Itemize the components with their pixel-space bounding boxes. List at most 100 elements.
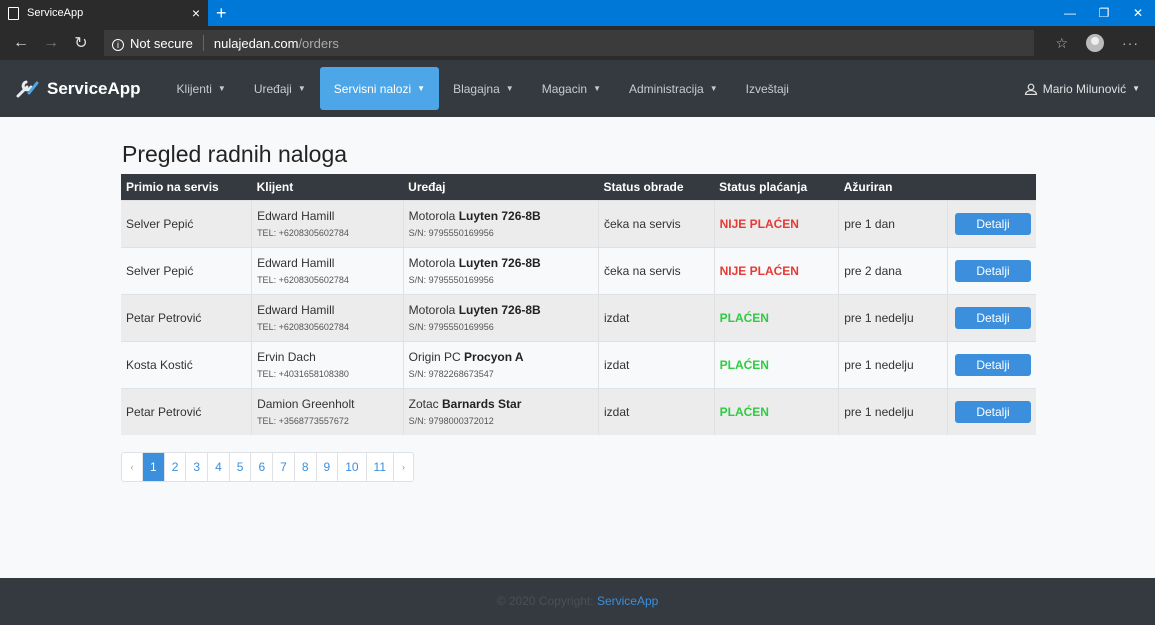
page-button-8[interactable]: 8 bbox=[293, 453, 316, 481]
client-name: Damion Greenholt bbox=[257, 397, 355, 412]
address-bar: ← → ↻ i Not secure nulajedan.com/orders ☆… bbox=[0, 26, 1155, 60]
device-serial: S/N: 9782268673547 bbox=[408, 369, 494, 379]
payment-cell: PLAĆEN bbox=[713, 340, 839, 388]
updated-cell: pre 1 dan bbox=[838, 199, 948, 247]
client-tel: TEL: +4031658108380 bbox=[257, 369, 349, 379]
close-tab-icon[interactable]: × bbox=[191, 5, 200, 21]
client-tel: TEL: +3568773557672 bbox=[257, 416, 349, 427]
favorite-star-icon[interactable]: ☆ bbox=[1055, 34, 1068, 51]
client-tel: TEL: +6208305602784 bbox=[257, 228, 349, 238]
table-row: Selver Pepić Edward Hamill TEL: +62083056… bbox=[121, 199, 1036, 247]
table-row: Petar Petrović Edward Hamill TEL: +620830… bbox=[121, 293, 1036, 341]
page-next-button[interactable]: › bbox=[393, 453, 413, 481]
user-icon bbox=[1024, 83, 1037, 95]
received-by-cell: Selver Pepić bbox=[121, 199, 252, 247]
status-cell: čeka na servis bbox=[597, 246, 715, 294]
page-button-3[interactable]: 3 bbox=[185, 453, 207, 481]
copyright-text: © 2020 Copyright: bbox=[496, 594, 594, 608]
table-header-row: Primio na servis Klijent Uređaj Status o… bbox=[121, 174, 1036, 200]
brand-name: ServiceApp bbox=[47, 78, 141, 98]
updated-cell: pre 1 nedelju bbox=[838, 293, 948, 341]
user-name: Mario Milunović bbox=[1042, 81, 1127, 96]
close-window-button[interactable]: ✕ bbox=[1132, 6, 1144, 20]
details-button[interactable]: Detalji bbox=[955, 353, 1031, 376]
device-serial: S/N: 9795550169956 bbox=[408, 275, 494, 285]
client-tel: TEL: +6208305602784 bbox=[257, 275, 349, 285]
client-name: Ervin Dach bbox=[257, 350, 316, 364]
caret-down-icon: ▼ bbox=[297, 84, 306, 93]
client-tel: TEL: +6208305602784 bbox=[257, 322, 349, 332]
device-cell: Motorola Luyten 726-8B S/N: 9795550169956 bbox=[402, 246, 599, 294]
action-cell: Detalji bbox=[947, 246, 1036, 294]
back-icon[interactable]: ← bbox=[13, 34, 29, 51]
payment-status-badge: PLAĆEN bbox=[719, 310, 769, 325]
browser-actions: ☆ ··· bbox=[1055, 34, 1149, 52]
device-cell: Zotac Barnards Star S/N: 9798000372012 bbox=[402, 387, 599, 435]
url-path: /orders bbox=[298, 35, 339, 51]
device-model: Luyten 726-8B bbox=[458, 209, 541, 223]
page-button-6[interactable]: 6 bbox=[250, 453, 272, 481]
nav-izvestaji[interactable]: Izveštaji bbox=[732, 67, 803, 110]
nav-label: Servisni nalozi bbox=[333, 81, 412, 96]
browser-tab[interactable]: ServiceApp × bbox=[0, 0, 208, 26]
device-cell: Motorola Luyten 726-8B S/N: 9795550169956 bbox=[402, 293, 599, 341]
nav-uredjaji[interactable]: Uređaji ▼ bbox=[240, 67, 320, 110]
device-serial: S/N: 9795550169956 bbox=[408, 228, 494, 238]
page-button-11[interactable]: 11 bbox=[365, 453, 393, 481]
new-tab-button[interactable]: + bbox=[216, 2, 227, 23]
page-button-9[interactable]: 9 bbox=[315, 453, 338, 481]
received-by-cell: Petar Petrović bbox=[121, 293, 252, 341]
security-label: Not secure bbox=[130, 35, 193, 51]
col-header: Primio na servis bbox=[121, 174, 252, 200]
col-header: Ažuriran bbox=[838, 174, 948, 200]
forward-icon[interactable]: → bbox=[43, 34, 59, 51]
restore-button[interactable]: ❐ bbox=[1098, 6, 1110, 20]
footer-link[interactable]: ServiceApp bbox=[596, 594, 659, 608]
security-indicator[interactable]: i Not secure bbox=[112, 36, 193, 51]
nav-administracija[interactable]: Administracija ▼ bbox=[615, 67, 732, 110]
window-controls: — ❐ ✕ bbox=[1053, 0, 1155, 26]
nav-servisni-nalozi[interactable]: Servisni nalozi ▼ bbox=[319, 67, 440, 110]
nav-klijenti[interactable]: Klijenti ▼ bbox=[163, 67, 240, 110]
device-brand: Motorola bbox=[408, 256, 456, 270]
page-button-7[interactable]: 7 bbox=[272, 453, 294, 481]
caret-down-icon: ▼ bbox=[709, 84, 718, 93]
page-button-5[interactable]: 5 bbox=[228, 453, 251, 481]
refresh-icon[interactable]: ↻ bbox=[74, 35, 88, 52]
details-button[interactable]: Detalji bbox=[955, 400, 1031, 423]
profile-avatar-icon[interactable] bbox=[1086, 34, 1104, 52]
page-button-2[interactable]: 2 bbox=[163, 453, 186, 481]
table-row: Selver Pepić Edward Hamill TEL: +62083056… bbox=[121, 246, 1036, 294]
col-header: Uređaj bbox=[403, 174, 599, 200]
status-cell: čeka na servis bbox=[597, 199, 715, 247]
nav-label: Uređaji bbox=[253, 81, 292, 96]
details-button[interactable]: Detalji bbox=[955, 306, 1031, 329]
minimize-button[interactable]: — bbox=[1064, 6, 1076, 20]
page-prev-button[interactable]: ‹ bbox=[130, 462, 134, 472]
nav-blagajna[interactable]: Blagajna ▼ bbox=[439, 67, 528, 110]
payment-cell: NIJE PLAĆEN bbox=[713, 199, 839, 247]
nav-label: Izveštaji bbox=[745, 81, 789, 96]
action-cell: Detalji bbox=[947, 293, 1036, 341]
brand-logo[interactable]: ServiceApp bbox=[15, 79, 141, 99]
more-options-icon[interactable]: ··· bbox=[1122, 35, 1139, 51]
nav-label: Klijenti bbox=[176, 81, 212, 96]
col-header: Status obrade bbox=[598, 174, 715, 200]
page-button-10[interactable]: 10 bbox=[337, 453, 365, 481]
url-input[interactable]: i Not secure nulajedan.com/orders bbox=[104, 30, 1034, 56]
device-model: Luyten 726-8B bbox=[458, 303, 541, 317]
nav-label: Administracija bbox=[628, 81, 704, 96]
details-button[interactable]: Detalji bbox=[955, 259, 1031, 282]
user-menu[interactable]: Mario Milunović ▼ bbox=[1024, 82, 1140, 96]
page-button-1[interactable]: 1 bbox=[142, 453, 164, 481]
page-button-4[interactable]: 4 bbox=[207, 453, 229, 481]
browser-tab-bar: ServiceApp × + — ❐ ✕ bbox=[0, 0, 1155, 26]
col-header: Klijent bbox=[251, 174, 404, 200]
details-button[interactable]: Detalji bbox=[955, 212, 1031, 235]
nav-magacin[interactable]: Magacin ▼ bbox=[528, 67, 615, 110]
orders-table: Primio na servis Klijent Uređaj Status o… bbox=[121, 174, 1036, 435]
url-host: nulajedan.com bbox=[213, 35, 299, 51]
payment-cell: PLAĆEN bbox=[713, 293, 839, 341]
payment-cell: PLAĆEN bbox=[713, 387, 839, 435]
client-cell: Damion Greenholt TEL: +3568773557672 bbox=[251, 387, 404, 435]
